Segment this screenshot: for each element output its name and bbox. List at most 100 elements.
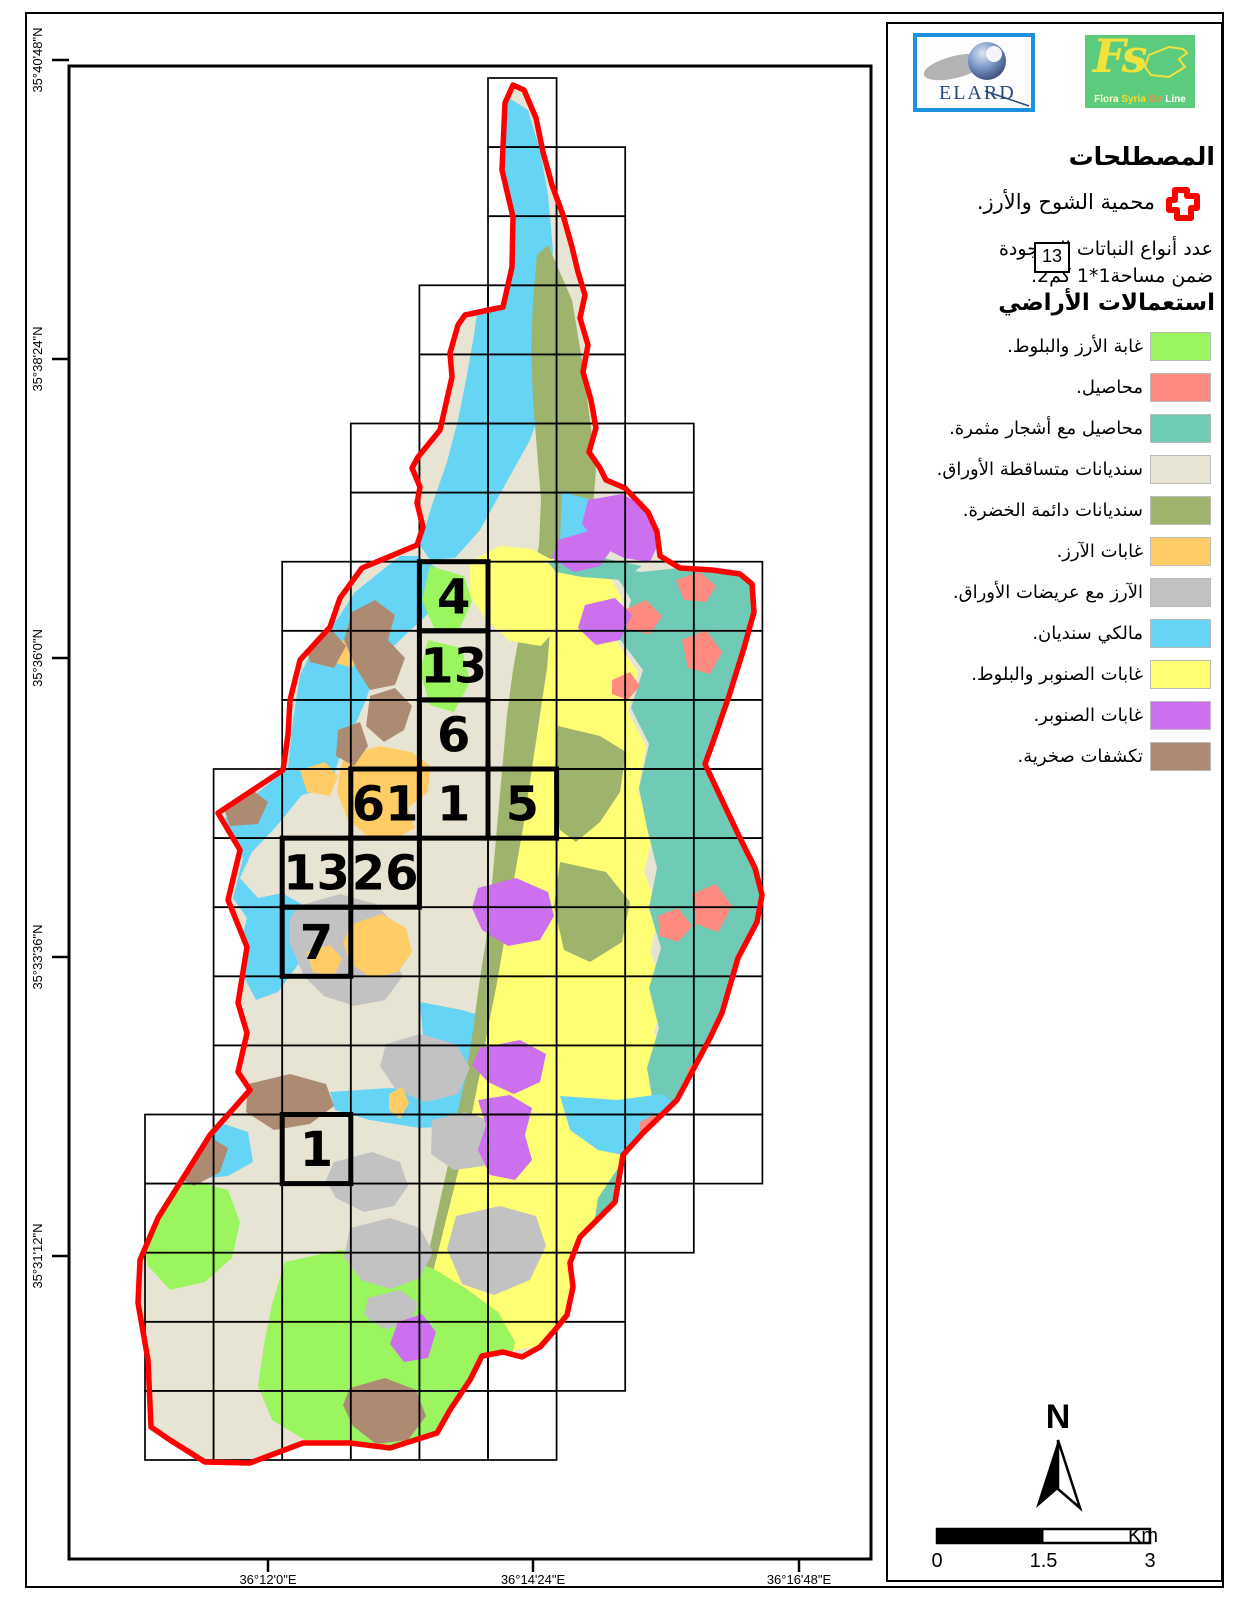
landuse-crops [676, 572, 716, 602]
landuse-cedar-broadleaf [380, 1034, 470, 1102]
species-count-cell-border [279, 904, 354, 979]
landuse-crops [658, 908, 692, 942]
landuse-crops-fruit-trees [592, 565, 762, 1236]
species-count-legend-row: 13 عدد أنواع النباتات الموجودة ضمن مساحة… [896, 236, 1213, 290]
flora-logo-caption: Flora Syria On Line [1085, 94, 1195, 105]
legend-label: غابات الصنوبر والبلوط. [971, 664, 1143, 685]
landuse-pine [626, 1148, 668, 1200]
legend-label: محاصيل. [1076, 377, 1143, 398]
landuse-evergreen-oak [554, 726, 626, 842]
legend-label: غابات الصنوبر. [1033, 705, 1143, 726]
landuse-rocky [343, 1378, 426, 1444]
syria-outline-icon [1143, 45, 1189, 79]
legend-label: سنديانات متساقطة الأوراق. [936, 459, 1143, 480]
legend-item: مالكي سنديان. [888, 613, 1221, 654]
reserve-legend-row: محمية الشوح والأرز. [896, 182, 1207, 230]
lon-label: 36°16'48"E [767, 1572, 832, 1587]
landuse-cedar-broadleaf [447, 1206, 546, 1295]
north-arrow-right-half [1056, 1439, 1083, 1512]
landuse-cedar-oak [422, 566, 472, 632]
legend-swatch [1150, 373, 1211, 402]
landuse-rocky [344, 600, 405, 690]
legend-item: محاصيل مع أشجار مثمرة. [888, 408, 1221, 449]
species-count-value: 13 [283, 846, 350, 902]
landuse-title: استعمالات الأراضي [998, 290, 1215, 316]
map-frame [67, 64, 873, 1561]
scale-tick-label: 1.5 [1030, 1550, 1058, 1572]
landuse-evergreen-oak [398, 245, 596, 1398]
elard-logo-graphic: ELARD [923, 42, 1030, 107]
grid-cell [624, 422, 695, 494]
elard-swoosh [984, 90, 1030, 107]
legend-label: محاصيل مع أشجار مثمرة. [949, 418, 1143, 439]
legend-label: الآرز مع عريضات الأوراق. [952, 582, 1143, 603]
scale-bar-outline [935, 1527, 1152, 1545]
species-count-label-line2: ضمن مساحة1*1 كم2. [1030, 265, 1213, 287]
legend-label: سنديانات دائمة الخضرة. [962, 500, 1143, 521]
landuse-rocky [336, 722, 368, 766]
species-count-value: 6 [437, 707, 470, 763]
lon-label: 36°14'24"E [501, 1572, 566, 1587]
legend-label: تكشفات صخرية. [1017, 746, 1143, 767]
legend-title: المصطلحات [1068, 142, 1215, 171]
scale-bar: Km 0 1.5 3 [931, 1525, 1158, 1572]
species-count-value: 7 [300, 915, 333, 971]
grid-cell [692, 1044, 764, 1116]
scale-bar-white-segment [1043, 1529, 1150, 1543]
lat-label: 35°38'24"N [30, 326, 45, 391]
scale-unit: Km [1128, 1525, 1158, 1547]
landuse-pine [472, 878, 554, 946]
species-count-value: 13 [420, 638, 487, 694]
legend-label: مالكي سنديان. [1032, 623, 1143, 644]
landuse-crops [624, 600, 662, 634]
scale-tick-labels: 0 1.5 3 [931, 1550, 1155, 1572]
species-count-box: 13 [1034, 242, 1070, 273]
legend-item: محاصيل. [888, 367, 1221, 408]
species-count-value: 1 [300, 1122, 333, 1178]
species-count-value: 26 [352, 846, 419, 902]
legend-item: غابات الصنوبر. [888, 695, 1221, 736]
landuse-legend-list: غابة الأرز والبلوط. محاصيل. محاصيل مع أشجا… [888, 326, 1221, 777]
legend-swatch [1150, 578, 1211, 607]
flora-syria-logo: Fs Flora Syria On Line [1085, 35, 1195, 108]
landuse-cyan [420, 96, 553, 560]
species-count-cell-border [279, 1112, 354, 1187]
landuse-cedar-oak [420, 640, 470, 712]
page-border [25, 12, 1224, 1588]
landuse-cedar-broadleaf [364, 1290, 418, 1329]
species-count-value: 61 [352, 777, 419, 833]
lat-label: 35°33'36"N [30, 924, 45, 989]
species-count-cell-border [348, 835, 422, 910]
flora-caption-word: On [1145, 94, 1163, 105]
landuse-crops [682, 630, 722, 674]
scale-tick-label: 0 [931, 1550, 942, 1572]
grid-cell [555, 146, 627, 218]
legend-item: سنديانات متساقطة الأوراق. [888, 449, 1221, 490]
landuse-layer [138, 85, 762, 1463]
graticule-labels: 35°40'48"N 35°38'24"N 35°36'0"N 35°33'36"N 3… [30, 27, 831, 1587]
lat-label: 35°36'0"N [30, 629, 45, 687]
landuse-cedar-broadleaf [326, 1152, 408, 1212]
lon-label: 36°12'0"E [239, 1572, 296, 1587]
legend-item: سنديانات دائمة الخضرة. [888, 490, 1221, 531]
landuse-cedar-forest [306, 945, 342, 976]
lat-label: 35°31'12"N [30, 1223, 45, 1288]
legend-swatch [1150, 660, 1211, 689]
grid-cell [349, 422, 421, 494]
legend-label: غابات الآرز. [1056, 541, 1143, 562]
flora-fs-glyph: Fs [1093, 35, 1148, 83]
landuse-pine [578, 598, 632, 645]
flora-caption-word: Flora [1094, 94, 1119, 105]
scale-bar-black-segment [937, 1529, 1044, 1543]
landuse-cedar-forest [300, 762, 338, 796]
grid-cell [555, 1320, 627, 1392]
landuse-cedar-forest [389, 1087, 409, 1119]
logo-row: ELARD Fs Flora Syria On Line [888, 24, 1221, 124]
legend-item: غابات الآرز. [888, 531, 1221, 572]
species-count-value: 1 [437, 777, 470, 833]
legend-item: غابات الصنوبر والبلوط. [888, 654, 1221, 695]
north-arrow: N [1036, 1398, 1083, 1512]
